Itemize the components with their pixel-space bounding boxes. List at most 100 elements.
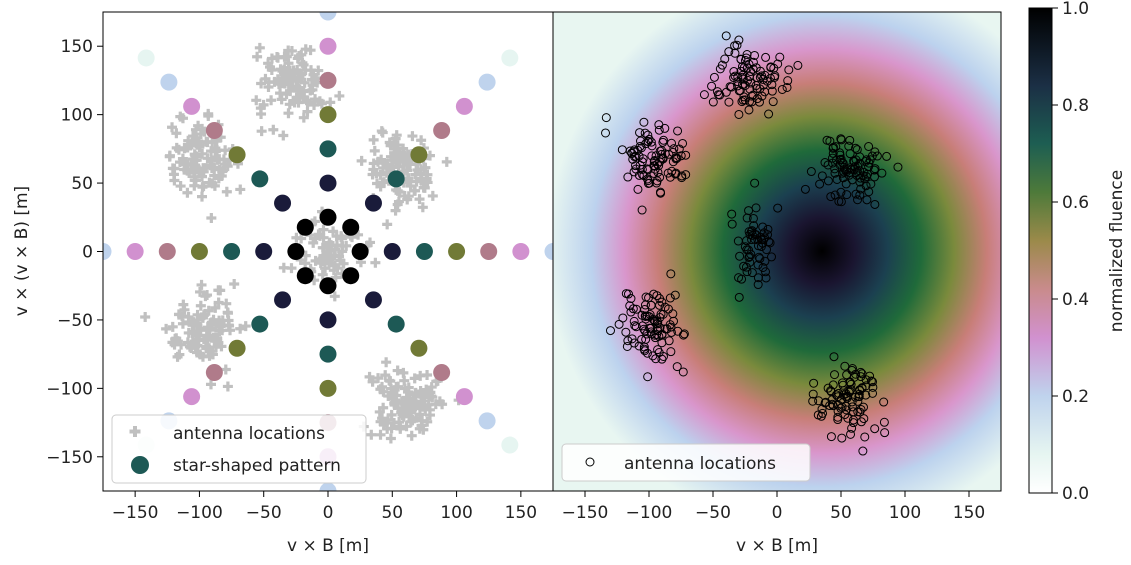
antenna-marker	[393, 196, 404, 207]
antenna-marker	[421, 174, 432, 185]
antenna-marker	[829, 352, 839, 362]
antenna-marker	[868, 377, 878, 387]
antenna-marker	[737, 274, 747, 284]
antenna-marker	[750, 178, 760, 188]
antenna-marker	[761, 52, 771, 62]
antenna-marker	[167, 321, 178, 332]
antenna-marker	[733, 72, 743, 82]
antenna-marker	[734, 109, 744, 119]
left-y-tick-label: −100	[46, 379, 93, 399]
legend-circle-icon	[131, 456, 149, 474]
antenna-marker	[322, 249, 333, 260]
antenna-marker	[738, 95, 748, 105]
antenna-marker	[240, 321, 251, 332]
antenna-marker	[880, 428, 890, 438]
antenna-marker	[732, 40, 742, 50]
antenna-marker	[390, 205, 401, 216]
antenna-marker	[861, 390, 871, 400]
antenna-marker	[645, 310, 655, 320]
antenna-marker	[841, 392, 851, 402]
antenna-marker	[823, 160, 833, 170]
antenna-marker	[849, 372, 859, 382]
antenna-marker	[639, 171, 649, 181]
antenna-marker	[191, 138, 202, 149]
antenna-marker	[414, 423, 425, 434]
antenna-marker	[623, 336, 633, 346]
star-pattern-point	[448, 243, 466, 260]
antenna-marker	[283, 108, 294, 119]
star-pattern-point	[274, 194, 292, 212]
antenna-marker	[751, 203, 761, 213]
antenna-marker	[388, 137, 399, 148]
antenna-marker	[838, 390, 848, 400]
antenna-marker	[414, 194, 425, 205]
antenna-marker	[855, 190, 865, 200]
antenna-marker	[827, 395, 837, 405]
star-pattern-point	[512, 243, 530, 260]
antenna-marker	[877, 168, 887, 178]
antenna-marker	[419, 162, 430, 173]
star-pattern-point	[410, 339, 428, 357]
antenna-marker	[870, 424, 880, 434]
antenna-marker	[293, 51, 304, 62]
antenna-marker	[275, 64, 286, 75]
antenna-marker	[161, 323, 172, 334]
antenna-marker	[302, 97, 313, 108]
antenna-marker	[634, 341, 644, 351]
legend-plus-icon	[129, 426, 141, 437]
antenna-marker	[172, 351, 183, 362]
antenna-marker	[832, 174, 842, 184]
right-x-axis-label: v × B [m]	[736, 536, 818, 556]
antenna-marker	[734, 35, 744, 45]
antenna-marker	[416, 135, 427, 146]
antenna-marker	[387, 393, 398, 404]
antenna-marker	[372, 178, 383, 189]
colorbar-tick-label: 0.0	[1062, 484, 1089, 504]
antenna-marker	[817, 171, 827, 181]
antenna-marker	[300, 65, 311, 76]
antenna-marker	[868, 388, 878, 398]
star-pattern-point	[387, 170, 405, 188]
antenna-marker	[669, 316, 679, 326]
antenna-marker	[852, 145, 862, 155]
antenna-marker	[736, 54, 746, 64]
left-x-tick-label: 150	[505, 503, 537, 523]
antenna-marker	[854, 391, 864, 401]
antenna-marker	[826, 432, 836, 442]
antenna-marker	[673, 126, 683, 136]
antenna-marker	[650, 333, 660, 343]
antenna-marker	[742, 50, 752, 60]
antenna-marker	[200, 291, 211, 302]
antenna-marker	[879, 417, 889, 427]
antenna-marker	[748, 213, 758, 223]
antenna-marker	[631, 161, 641, 171]
star-pattern-point	[319, 311, 337, 329]
antenna-marker	[844, 141, 854, 151]
antenna-marker	[291, 81, 302, 92]
antenna-marker	[855, 407, 865, 417]
antenna-marker	[325, 97, 336, 108]
antenna-marker	[189, 162, 200, 173]
antenna-marker	[868, 382, 878, 392]
colorbar-tick-label: 0.6	[1062, 193, 1089, 213]
colorbar-tick-label: 0.2	[1062, 387, 1089, 407]
antenna-marker	[214, 164, 225, 175]
star-pattern-point	[544, 243, 553, 260]
antenna-marker	[179, 304, 190, 315]
antenna-marker	[847, 423, 857, 433]
colorbar-label: normalized fluence	[1107, 170, 1127, 332]
left-y-tick-label: −50	[57, 311, 93, 331]
antenna-marker	[382, 219, 393, 230]
antenna-marker	[766, 63, 776, 73]
antenna-marker	[294, 71, 305, 82]
antenna-marker	[864, 142, 874, 152]
antenna-marker	[368, 134, 379, 145]
antenna-marker	[864, 187, 874, 197]
antenna-marker	[738, 61, 748, 71]
antenna-marker	[605, 326, 615, 336]
antenna-marker	[699, 90, 709, 100]
antenna-marker	[210, 302, 221, 313]
left-x-tick-label: 50	[381, 503, 403, 523]
antenna-marker	[329, 260, 340, 271]
star-pattern-point	[190, 243, 208, 260]
